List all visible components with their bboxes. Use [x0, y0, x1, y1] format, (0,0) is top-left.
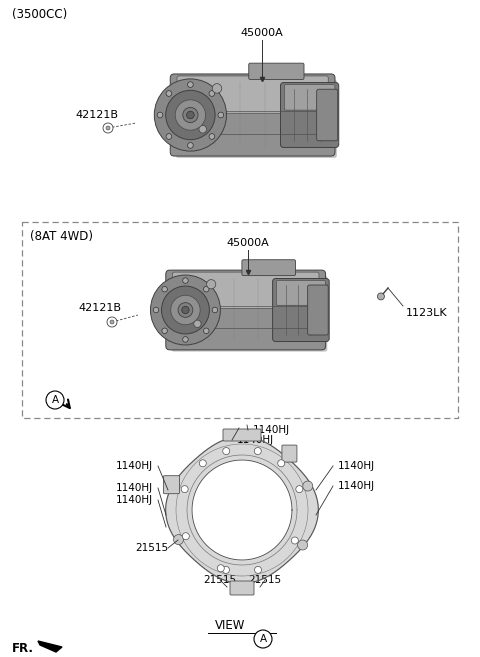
Circle shape	[194, 320, 201, 327]
Text: 42121B: 42121B	[78, 303, 121, 313]
Polygon shape	[38, 641, 62, 652]
Circle shape	[209, 133, 215, 139]
Circle shape	[212, 83, 222, 93]
Circle shape	[254, 630, 272, 648]
Circle shape	[161, 286, 209, 334]
Text: VIEW: VIEW	[215, 619, 245, 632]
Circle shape	[171, 295, 200, 325]
FancyBboxPatch shape	[280, 83, 339, 147]
Circle shape	[204, 328, 209, 334]
FancyBboxPatch shape	[164, 476, 180, 493]
Circle shape	[151, 275, 220, 345]
Text: 1140HJ: 1140HJ	[253, 425, 290, 435]
Circle shape	[183, 107, 198, 123]
Text: 21515: 21515	[204, 575, 237, 585]
Text: 45000A: 45000A	[227, 238, 269, 248]
Circle shape	[46, 391, 64, 409]
FancyBboxPatch shape	[242, 260, 296, 276]
Polygon shape	[166, 436, 318, 583]
Text: 21515: 21515	[249, 575, 282, 585]
Text: 1140HJ: 1140HJ	[116, 495, 153, 505]
Circle shape	[162, 328, 168, 334]
Circle shape	[199, 125, 206, 133]
FancyBboxPatch shape	[172, 272, 319, 308]
Circle shape	[103, 123, 113, 133]
Circle shape	[154, 79, 227, 151]
Circle shape	[166, 133, 172, 139]
Circle shape	[377, 293, 384, 300]
Circle shape	[183, 336, 188, 342]
FancyBboxPatch shape	[170, 74, 335, 156]
Text: 21515: 21515	[135, 543, 168, 553]
Text: FR.: FR.	[12, 641, 34, 654]
Circle shape	[182, 533, 189, 539]
Circle shape	[188, 81, 193, 87]
Circle shape	[222, 566, 229, 574]
Circle shape	[110, 320, 114, 324]
Circle shape	[278, 460, 285, 466]
Circle shape	[175, 100, 205, 130]
Text: (8AT 4WD): (8AT 4WD)	[30, 230, 93, 243]
Circle shape	[107, 317, 117, 327]
Circle shape	[166, 91, 172, 97]
FancyBboxPatch shape	[317, 89, 338, 141]
FancyBboxPatch shape	[282, 445, 297, 462]
Circle shape	[174, 535, 183, 545]
Circle shape	[153, 307, 159, 313]
FancyBboxPatch shape	[171, 276, 327, 351]
FancyBboxPatch shape	[308, 285, 328, 335]
Text: (3500CC): (3500CC)	[12, 8, 67, 21]
Circle shape	[182, 306, 189, 313]
Circle shape	[209, 91, 215, 97]
FancyBboxPatch shape	[177, 76, 328, 113]
Circle shape	[162, 286, 168, 292]
Circle shape	[199, 460, 206, 466]
Circle shape	[166, 90, 215, 140]
Circle shape	[204, 286, 209, 292]
Text: 1123LK: 1123LK	[406, 308, 448, 318]
Circle shape	[223, 447, 230, 455]
FancyBboxPatch shape	[166, 270, 325, 350]
FancyBboxPatch shape	[276, 281, 325, 306]
FancyBboxPatch shape	[273, 279, 329, 342]
FancyBboxPatch shape	[223, 429, 261, 441]
Text: A: A	[259, 634, 266, 644]
Text: 45000A: 45000A	[240, 28, 283, 38]
Circle shape	[298, 540, 308, 550]
Text: A: A	[51, 395, 59, 405]
Text: 1140HJ: 1140HJ	[116, 483, 153, 493]
Text: 42121B: 42121B	[75, 110, 118, 120]
FancyBboxPatch shape	[284, 85, 335, 110]
Circle shape	[254, 566, 262, 574]
Circle shape	[178, 303, 193, 317]
Circle shape	[217, 565, 224, 572]
Text: 1140HJ: 1140HJ	[338, 461, 375, 471]
FancyBboxPatch shape	[249, 63, 304, 79]
FancyBboxPatch shape	[230, 581, 254, 595]
Circle shape	[181, 486, 188, 493]
Circle shape	[157, 112, 163, 118]
Circle shape	[106, 126, 110, 130]
Circle shape	[188, 143, 193, 148]
Circle shape	[183, 278, 188, 283]
Circle shape	[212, 307, 217, 313]
Text: 1140HJ: 1140HJ	[116, 461, 153, 471]
Text: 1140HJ: 1140HJ	[338, 481, 375, 491]
Polygon shape	[192, 460, 292, 560]
Circle shape	[296, 486, 303, 493]
Circle shape	[303, 481, 313, 491]
Circle shape	[206, 280, 216, 289]
Circle shape	[187, 111, 194, 119]
Circle shape	[291, 537, 299, 544]
Text: 1140HJ: 1140HJ	[237, 435, 274, 445]
Circle shape	[254, 447, 261, 455]
FancyBboxPatch shape	[176, 79, 337, 158]
Circle shape	[218, 112, 224, 118]
